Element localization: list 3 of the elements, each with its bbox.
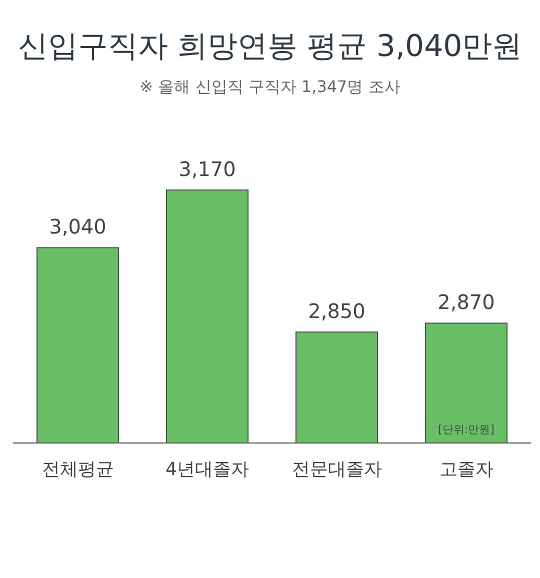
subtitle: ※ 올해 신입직 구직자 1,347명 조사 (140, 77, 400, 96)
annotation: [단위:만원] (438, 423, 494, 436)
title: 신입구직자 희망연봉 평균 3,040만원 (18, 29, 522, 64)
